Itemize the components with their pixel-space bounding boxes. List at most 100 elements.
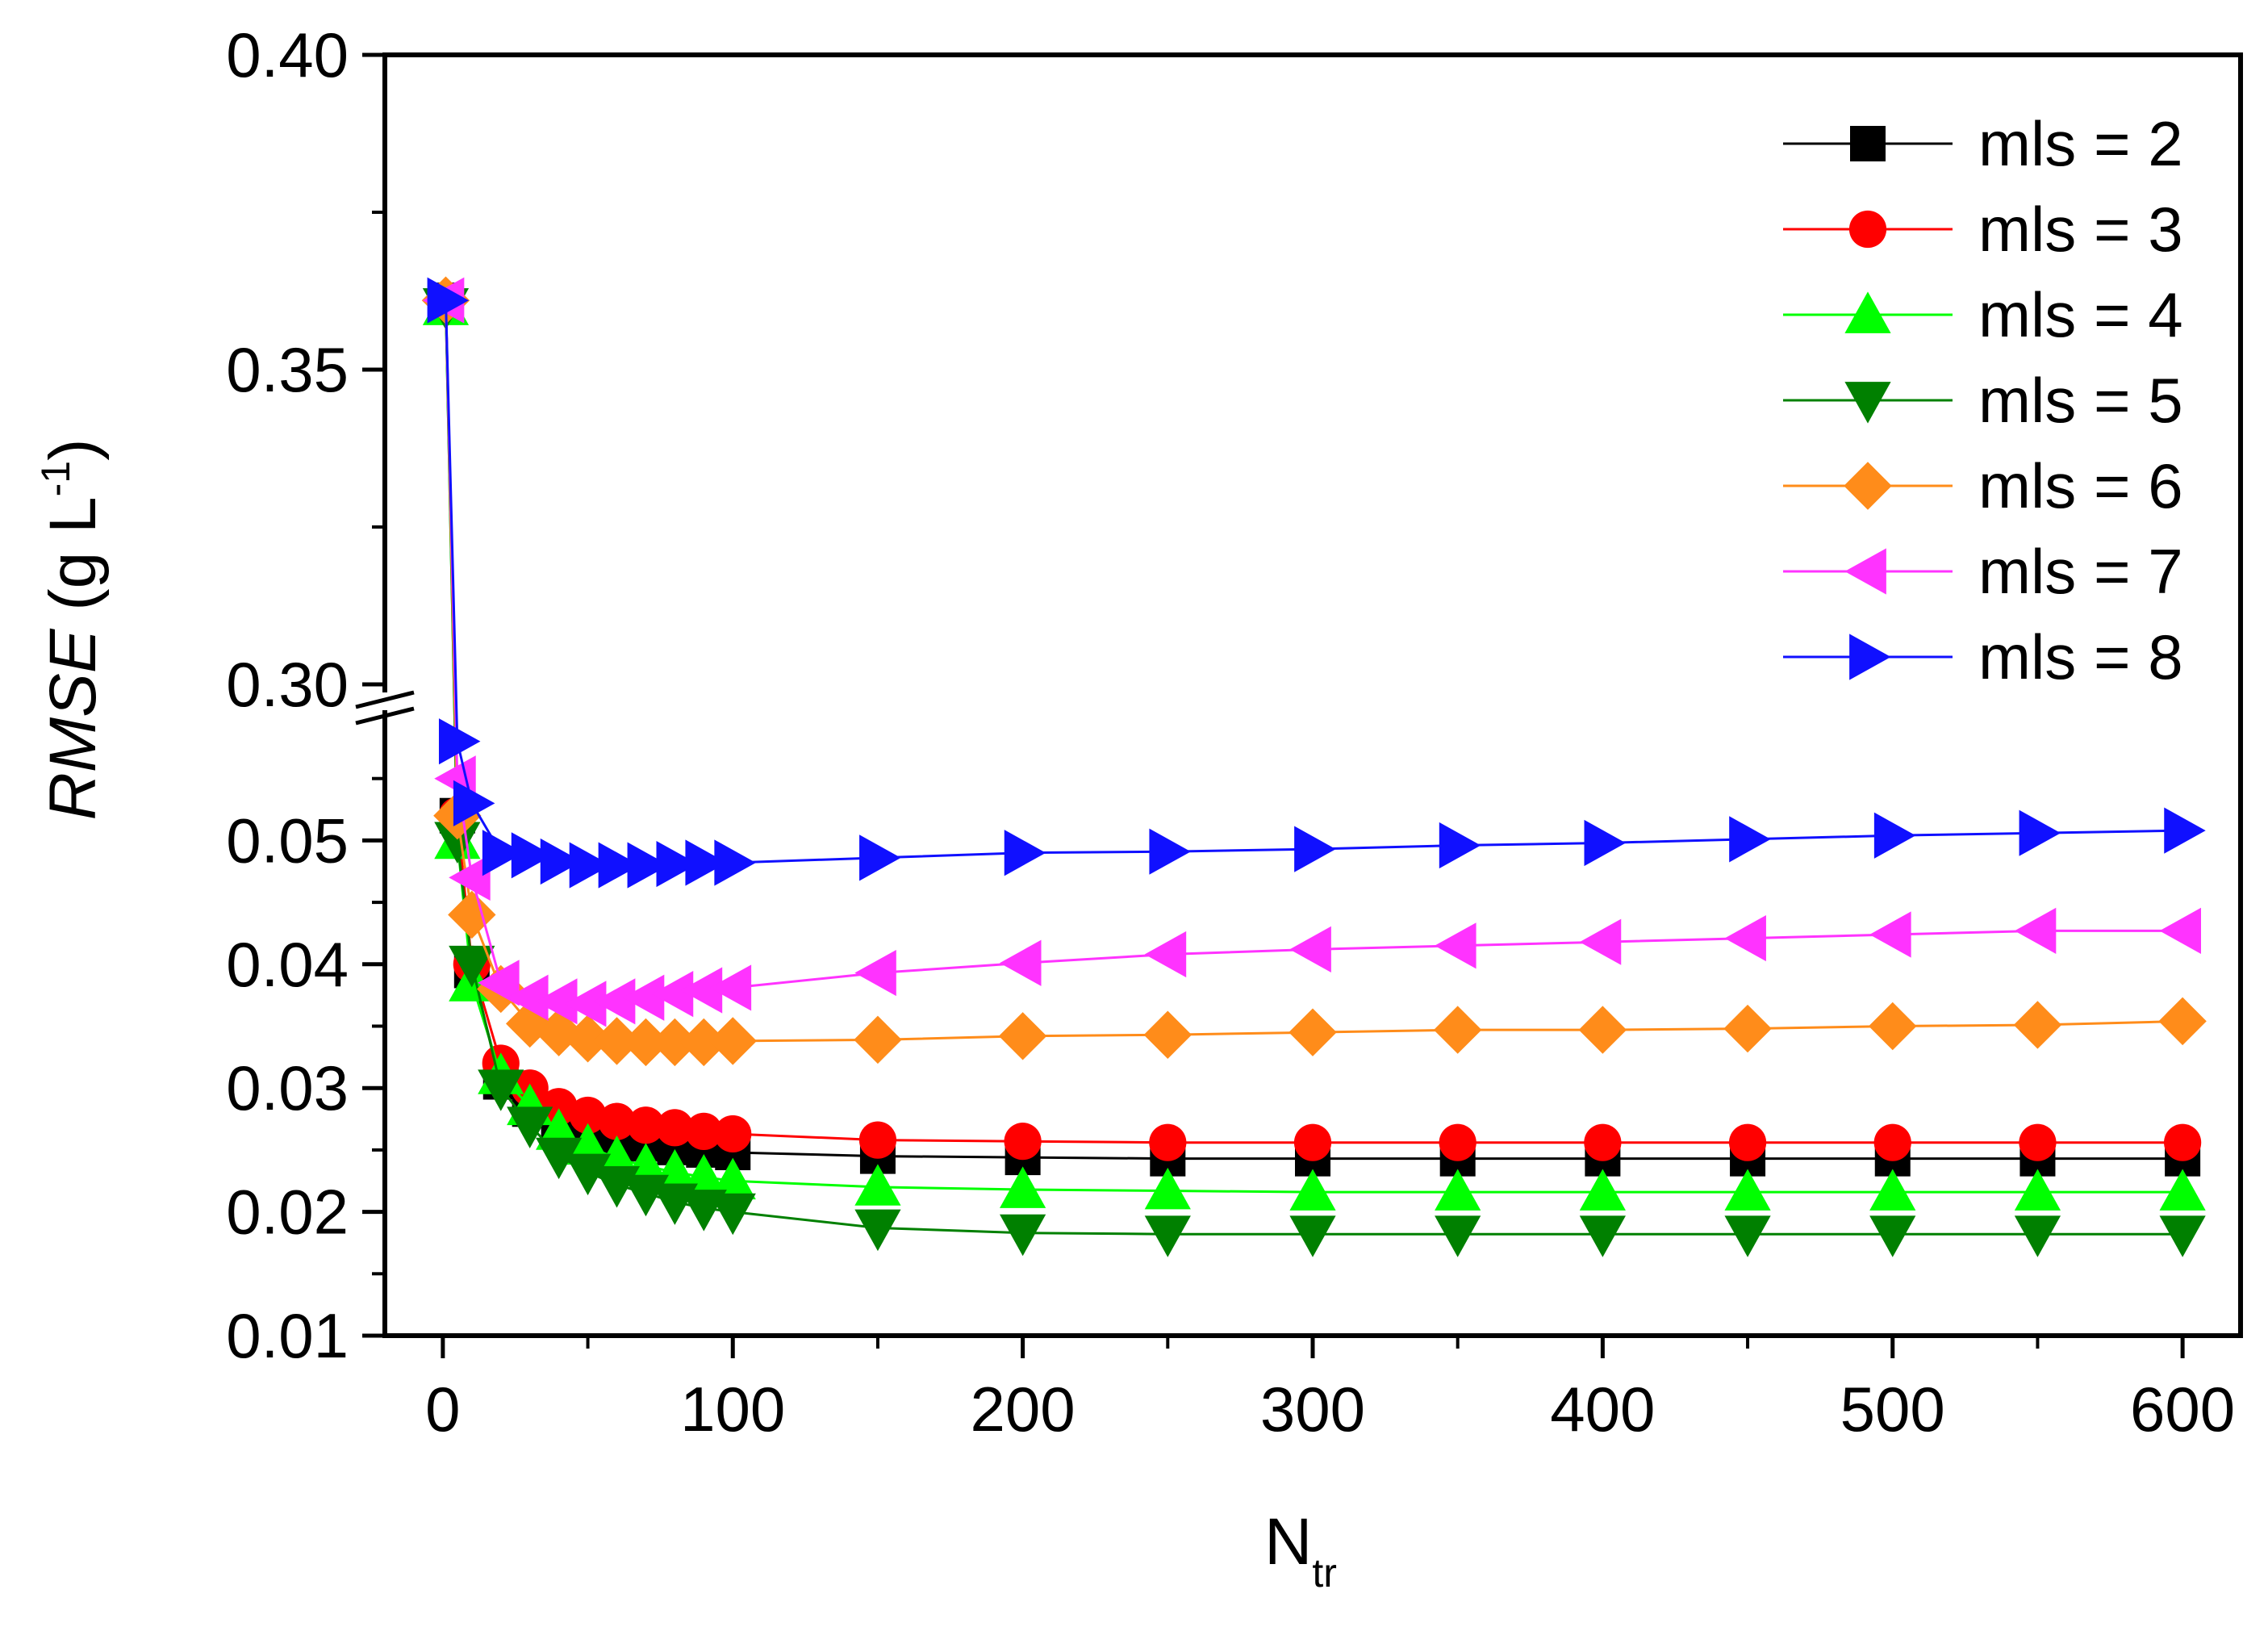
data-point	[1435, 922, 1476, 969]
x-axis-title: Ntr	[1264, 1505, 1337, 1596]
legend-label: mls = 4	[1978, 279, 2183, 350]
data-point	[650, 1018, 700, 1067]
data-point	[1289, 1008, 1337, 1056]
x-tick-label: 0	[425, 1374, 460, 1445]
data-point	[2164, 807, 2206, 854]
data-point	[656, 840, 698, 888]
data-point	[859, 834, 901, 881]
data-point	[714, 1115, 752, 1153]
data-point	[1004, 830, 1046, 876]
data-point	[1584, 1123, 1622, 1161]
data-point	[709, 1157, 756, 1200]
data-point	[1149, 1123, 1187, 1161]
data-point	[1435, 1169, 1481, 1211]
data-point	[1724, 1215, 1771, 1257]
data-point	[1869, 1002, 1917, 1051]
data-point	[2019, 1123, 2057, 1161]
data-point	[478, 960, 520, 1006]
data-point	[453, 780, 495, 826]
data-point	[1289, 1215, 1336, 1257]
series-4	[422, 288, 2206, 1257]
data-point	[708, 1017, 757, 1065]
data-point	[478, 1069, 524, 1111]
data-point	[854, 949, 896, 997]
x-axis-title-subscript: tr	[1312, 1550, 1337, 1596]
data-point	[1579, 1215, 1626, 1257]
x-tick-label: 400	[1550, 1374, 1655, 1445]
data-point	[680, 967, 723, 1014]
data-point	[1144, 1167, 1191, 1210]
data-point	[540, 1088, 578, 1126]
axis-break-line	[355, 690, 415, 709]
data-point	[482, 830, 524, 876]
series-line	[445, 306, 2183, 1236]
legend-label: mls = 7	[1978, 536, 2183, 607]
data-point	[2159, 1215, 2206, 1257]
data-point	[507, 1106, 553, 1148]
legend-item: mls = 3	[1783, 194, 2183, 265]
y-tick-label: 0.40	[226, 19, 349, 90]
data-point	[858, 1121, 897, 1159]
legend-item: mls = 7	[1783, 536, 2183, 607]
data-point	[2014, 1215, 2061, 1257]
data-point	[1724, 914, 1766, 962]
y-tick-label: 0.01	[226, 1300, 349, 1371]
data-point	[1873, 1123, 1911, 1161]
data-point	[1144, 1215, 1191, 1257]
data-point	[1873, 812, 1916, 859]
data-point	[709, 964, 752, 1011]
y-axis-title: RMSE (g L-1)	[33, 439, 110, 821]
series-layer	[421, 276, 2207, 1257]
data-point	[511, 832, 553, 879]
data-point	[593, 978, 636, 1025]
data-point	[1433, 1006, 1482, 1054]
data-point	[598, 1102, 636, 1140]
series-line	[445, 300, 2183, 867]
data-point	[536, 978, 578, 1025]
data-point	[448, 890, 496, 939]
data-point	[651, 971, 694, 1018]
y-tick-label: 0.30	[226, 649, 349, 720]
data-point	[438, 718, 481, 765]
y-tick-label: 0.05	[226, 805, 349, 876]
legend-label: mls = 8	[1978, 621, 2183, 692]
legend-marker	[1844, 291, 1891, 333]
data-point	[1728, 1123, 1767, 1161]
data-point	[854, 1015, 902, 1064]
data-point	[1000, 1214, 1046, 1257]
legend: mls = 2 mls = 3 mls = 4 mls = 5 mls = 6 mls =…	[1783, 108, 2183, 692]
data-point	[536, 1137, 583, 1180]
data-point	[1435, 1215, 1481, 1257]
legend-item: mls = 8	[1783, 621, 2183, 692]
series-6	[422, 277, 2202, 1027]
data-point	[564, 1153, 612, 1196]
data-point	[1729, 816, 1771, 863]
data-point	[1439, 1123, 1476, 1161]
series-2	[427, 282, 2202, 1161]
data-point	[1143, 1010, 1192, 1059]
y-tick-label: 0.04	[226, 929, 349, 1000]
data-point	[2164, 1123, 2202, 1161]
x-tick-label: 600	[2130, 1374, 2235, 1445]
data-point	[540, 838, 583, 885]
legend-marker	[1844, 382, 1891, 424]
axis-break-line	[355, 706, 415, 726]
data-point	[622, 974, 665, 1021]
data-point	[1294, 826, 1336, 872]
legend-item: mls = 5	[1783, 365, 2183, 436]
data-point	[685, 839, 727, 886]
data-point	[563, 1014, 612, 1063]
data-point	[998, 1012, 1047, 1060]
series-5	[421, 276, 2207, 1067]
x-axis-ticks: 0 100 200 300 400 500 600	[425, 1336, 2235, 1445]
legend-label: mls = 6	[1978, 450, 2183, 521]
data-point	[1144, 931, 1187, 978]
data-point	[1723, 1004, 1772, 1053]
data-point	[2159, 907, 2202, 954]
data-point	[569, 1096, 607, 1135]
series-line	[445, 300, 2183, 1006]
data-point	[2014, 907, 2057, 954]
data-point	[1579, 1169, 1626, 1211]
legend-marker	[1850, 126, 1886, 161]
x-tick-label: 200	[971, 1374, 1076, 1445]
